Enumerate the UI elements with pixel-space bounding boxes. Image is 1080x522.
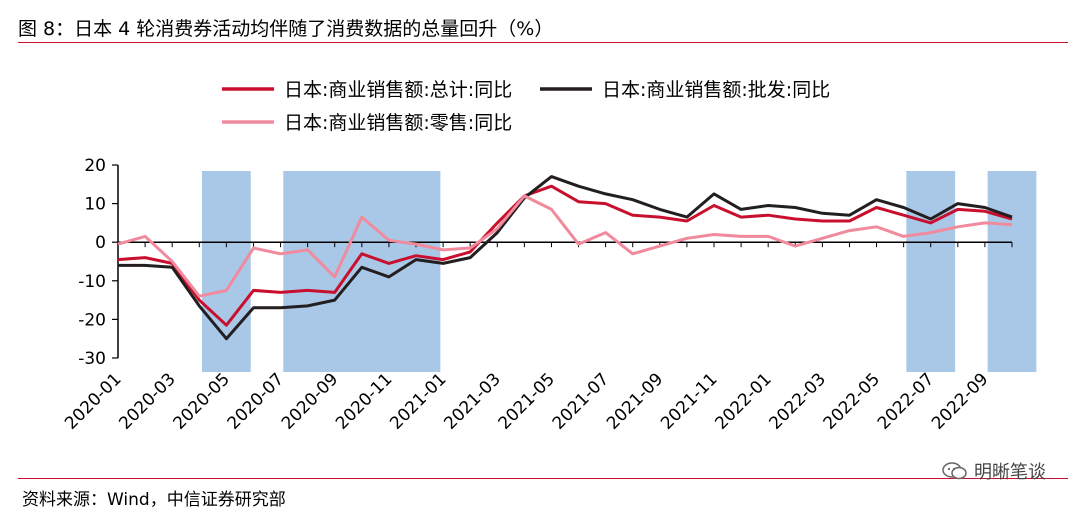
x-tick-label: 2021-09 xyxy=(603,369,667,433)
source-note: 资料来源：Wind，中信证券研究部 xyxy=(22,490,286,510)
series-line-2 xyxy=(118,175,1013,341)
x-tick-label: 2022-09 xyxy=(928,369,992,433)
watermark: 明晰笔谈 xyxy=(942,458,1046,484)
x-tick-label: 2020-09 xyxy=(278,369,342,433)
y-tick-label: 20 xyxy=(84,156,106,176)
x-tick-label: 2021-03 xyxy=(440,369,504,433)
shaded-period-1 xyxy=(201,171,251,372)
source-rule xyxy=(18,478,1068,479)
x-tick-label: 2020-07 xyxy=(224,369,288,433)
watermark-text: 明晰笔谈 xyxy=(974,462,1046,483)
series-line-3 xyxy=(117,194,1013,298)
y-tick-label: -10 xyxy=(78,272,106,292)
line-chart: 20100-10-20-302020-012020-032020-052020-… xyxy=(61,79,1037,434)
shaded-period-4 xyxy=(987,171,1037,372)
y-tick-label: 0 xyxy=(95,233,106,253)
figure-title: 图 8：日本 4 轮消费券活动均伴随了消费数据的总量回升（%） xyxy=(18,18,554,40)
x-tick-label: 2020-03 xyxy=(115,369,179,433)
legend-label-1: 日本:商业销售额:总计:同比 xyxy=(284,79,512,101)
wechat-icon xyxy=(942,462,967,480)
series-line-1 xyxy=(117,184,1013,327)
x-tick-label: 2020-05 xyxy=(170,369,234,433)
x-tick-label: 2021-07 xyxy=(549,369,613,433)
shaded-period-3 xyxy=(906,171,956,372)
x-tick-label: 2020-11 xyxy=(332,369,396,433)
y-tick-label: 10 xyxy=(84,195,106,215)
x-tick-label: 2022-01 xyxy=(711,369,775,433)
title-rule xyxy=(18,42,1068,43)
y-tick-label: -20 xyxy=(78,310,106,330)
x-tick-label: 2022-03 xyxy=(766,369,830,433)
series-lines xyxy=(117,175,1013,341)
legend-label-3: 日本:商业销售额:零售:同比 xyxy=(284,112,512,134)
x-tick-label: 2022-07 xyxy=(874,369,938,433)
x-tick-label: 2021-11 xyxy=(657,369,721,433)
y-tick-label: -30 xyxy=(78,349,106,369)
x-tick-label: 2021-01 xyxy=(386,369,450,433)
x-tick-label: 2022-05 xyxy=(820,369,884,433)
x-tick-label: 2020-01 xyxy=(61,369,125,433)
shaded-period-2 xyxy=(283,171,441,372)
shaded-periods xyxy=(201,171,1037,372)
legend-label-2: 日本:商业销售额:批发:同比 xyxy=(602,79,830,101)
x-tick-label: 2021-05 xyxy=(495,369,559,433)
legend: 日本:商业销售额:总计:同比 日本:商业销售额:批发:同比日本:商业销售额:零售:… xyxy=(222,79,830,134)
